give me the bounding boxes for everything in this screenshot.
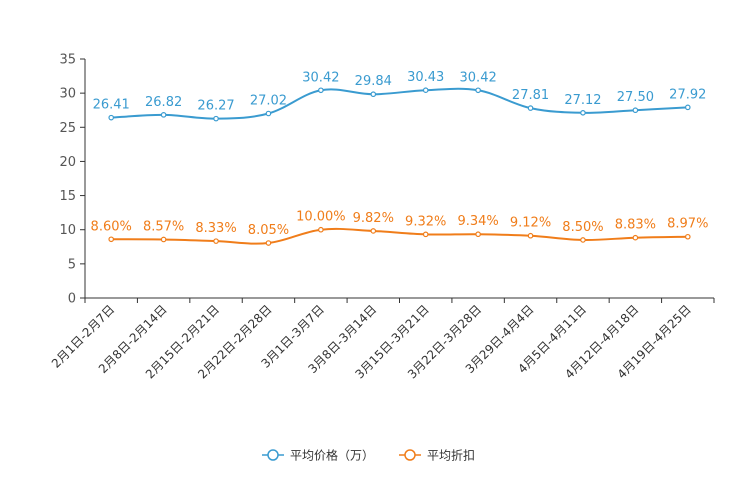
data-point[interactable] [213, 115, 219, 122]
data-label: 27.92 [669, 87, 706, 102]
legend: 平均价格（万） 平均折扣 [262, 448, 475, 463]
data-point[interactable] [265, 240, 272, 246]
data-label: 27.50 [617, 90, 654, 105]
data-point[interactable] [213, 238, 219, 244]
data-point[interactable] [632, 234, 639, 241]
legend-item-1[interactable]: 平均价格（万） [262, 448, 374, 463]
data-point[interactable] [108, 236, 115, 243]
y-tick-label: 10 [59, 223, 76, 238]
data-label: 8.97% [667, 217, 708, 232]
data-point[interactable] [370, 228, 377, 234]
data-label: 30.42 [460, 70, 497, 85]
data-label: 8.33% [195, 221, 236, 236]
data-label: 30.43 [407, 70, 444, 85]
legend-marker-icon [404, 449, 416, 461]
y-tick-label: 0 [68, 292, 76, 307]
data-point[interactable] [684, 233, 691, 240]
data-label: 9.34% [457, 214, 498, 229]
data-point[interactable] [318, 87, 324, 94]
data-point[interactable] [632, 107, 639, 114]
data-label: 10.00% [296, 210, 346, 225]
data-point[interactable] [422, 87, 429, 94]
data-label: 30.42 [302, 70, 339, 85]
data-label: 27.02 [250, 93, 287, 108]
data-point[interactable] [527, 232, 534, 239]
data-point[interactable] [580, 237, 586, 243]
data-label: 9.82% [353, 211, 394, 226]
series-layer: 26.41 26.82 26.27 27.02 30.42 29.84 30.43 30.42… [91, 70, 708, 246]
data-point[interactable] [108, 114, 115, 121]
legend-item-2[interactable]: 平均折扣 [399, 448, 475, 463]
data-label: 27.12 [564, 93, 601, 108]
data-label: 8.05% [248, 223, 289, 238]
data-point[interactable] [527, 105, 534, 111]
data-label: 29.84 [355, 74, 392, 89]
data-point[interactable] [422, 231, 429, 238]
y-tick-label: 15 [59, 189, 76, 204]
data-point[interactable] [318, 226, 324, 233]
data-point[interactable] [684, 104, 691, 111]
data-label: 9.32% [405, 214, 446, 229]
series-line [111, 227, 688, 245]
data-point[interactable] [370, 91, 377, 98]
data-label: 26.82 [145, 95, 182, 110]
data-label: 26.27 [197, 99, 234, 114]
legend-label: 平均折扣 [427, 448, 475, 463]
data-point[interactable] [265, 110, 272, 117]
data-label: 8.60% [91, 219, 132, 234]
data-label: 8.57% [143, 219, 184, 234]
data-label: 8.50% [562, 220, 603, 235]
y-tick-label: 35 [59, 53, 76, 68]
data-point[interactable] [580, 110, 586, 116]
data-point[interactable] [160, 112, 167, 118]
data-point[interactable] [160, 236, 167, 243]
series-1: 26.41 26.82 26.27 27.02 30.42 29.84 30.43 30.42… [93, 70, 706, 122]
data-label: 9.12% [510, 216, 551, 231]
y-tick-label: 25 [59, 121, 76, 136]
y-tick-label: 5 [68, 257, 76, 272]
data-label: 8.83% [615, 218, 656, 233]
legend-marker-icon [267, 449, 279, 461]
series-line [111, 87, 688, 120]
y-tick-label: 30 [59, 87, 76, 102]
data-point[interactable] [475, 87, 481, 94]
data-label: 26.41 [93, 98, 130, 113]
y-tick-label: 20 [59, 155, 76, 170]
data-label: 27.81 [512, 88, 549, 103]
data-point[interactable] [475, 231, 481, 238]
series-2: 8.60% 8.57% 8.33% 8.05% 10.00% 9.82% 9.32% 9.34… [91, 210, 708, 246]
legend-label: 平均价格（万） [290, 448, 374, 463]
